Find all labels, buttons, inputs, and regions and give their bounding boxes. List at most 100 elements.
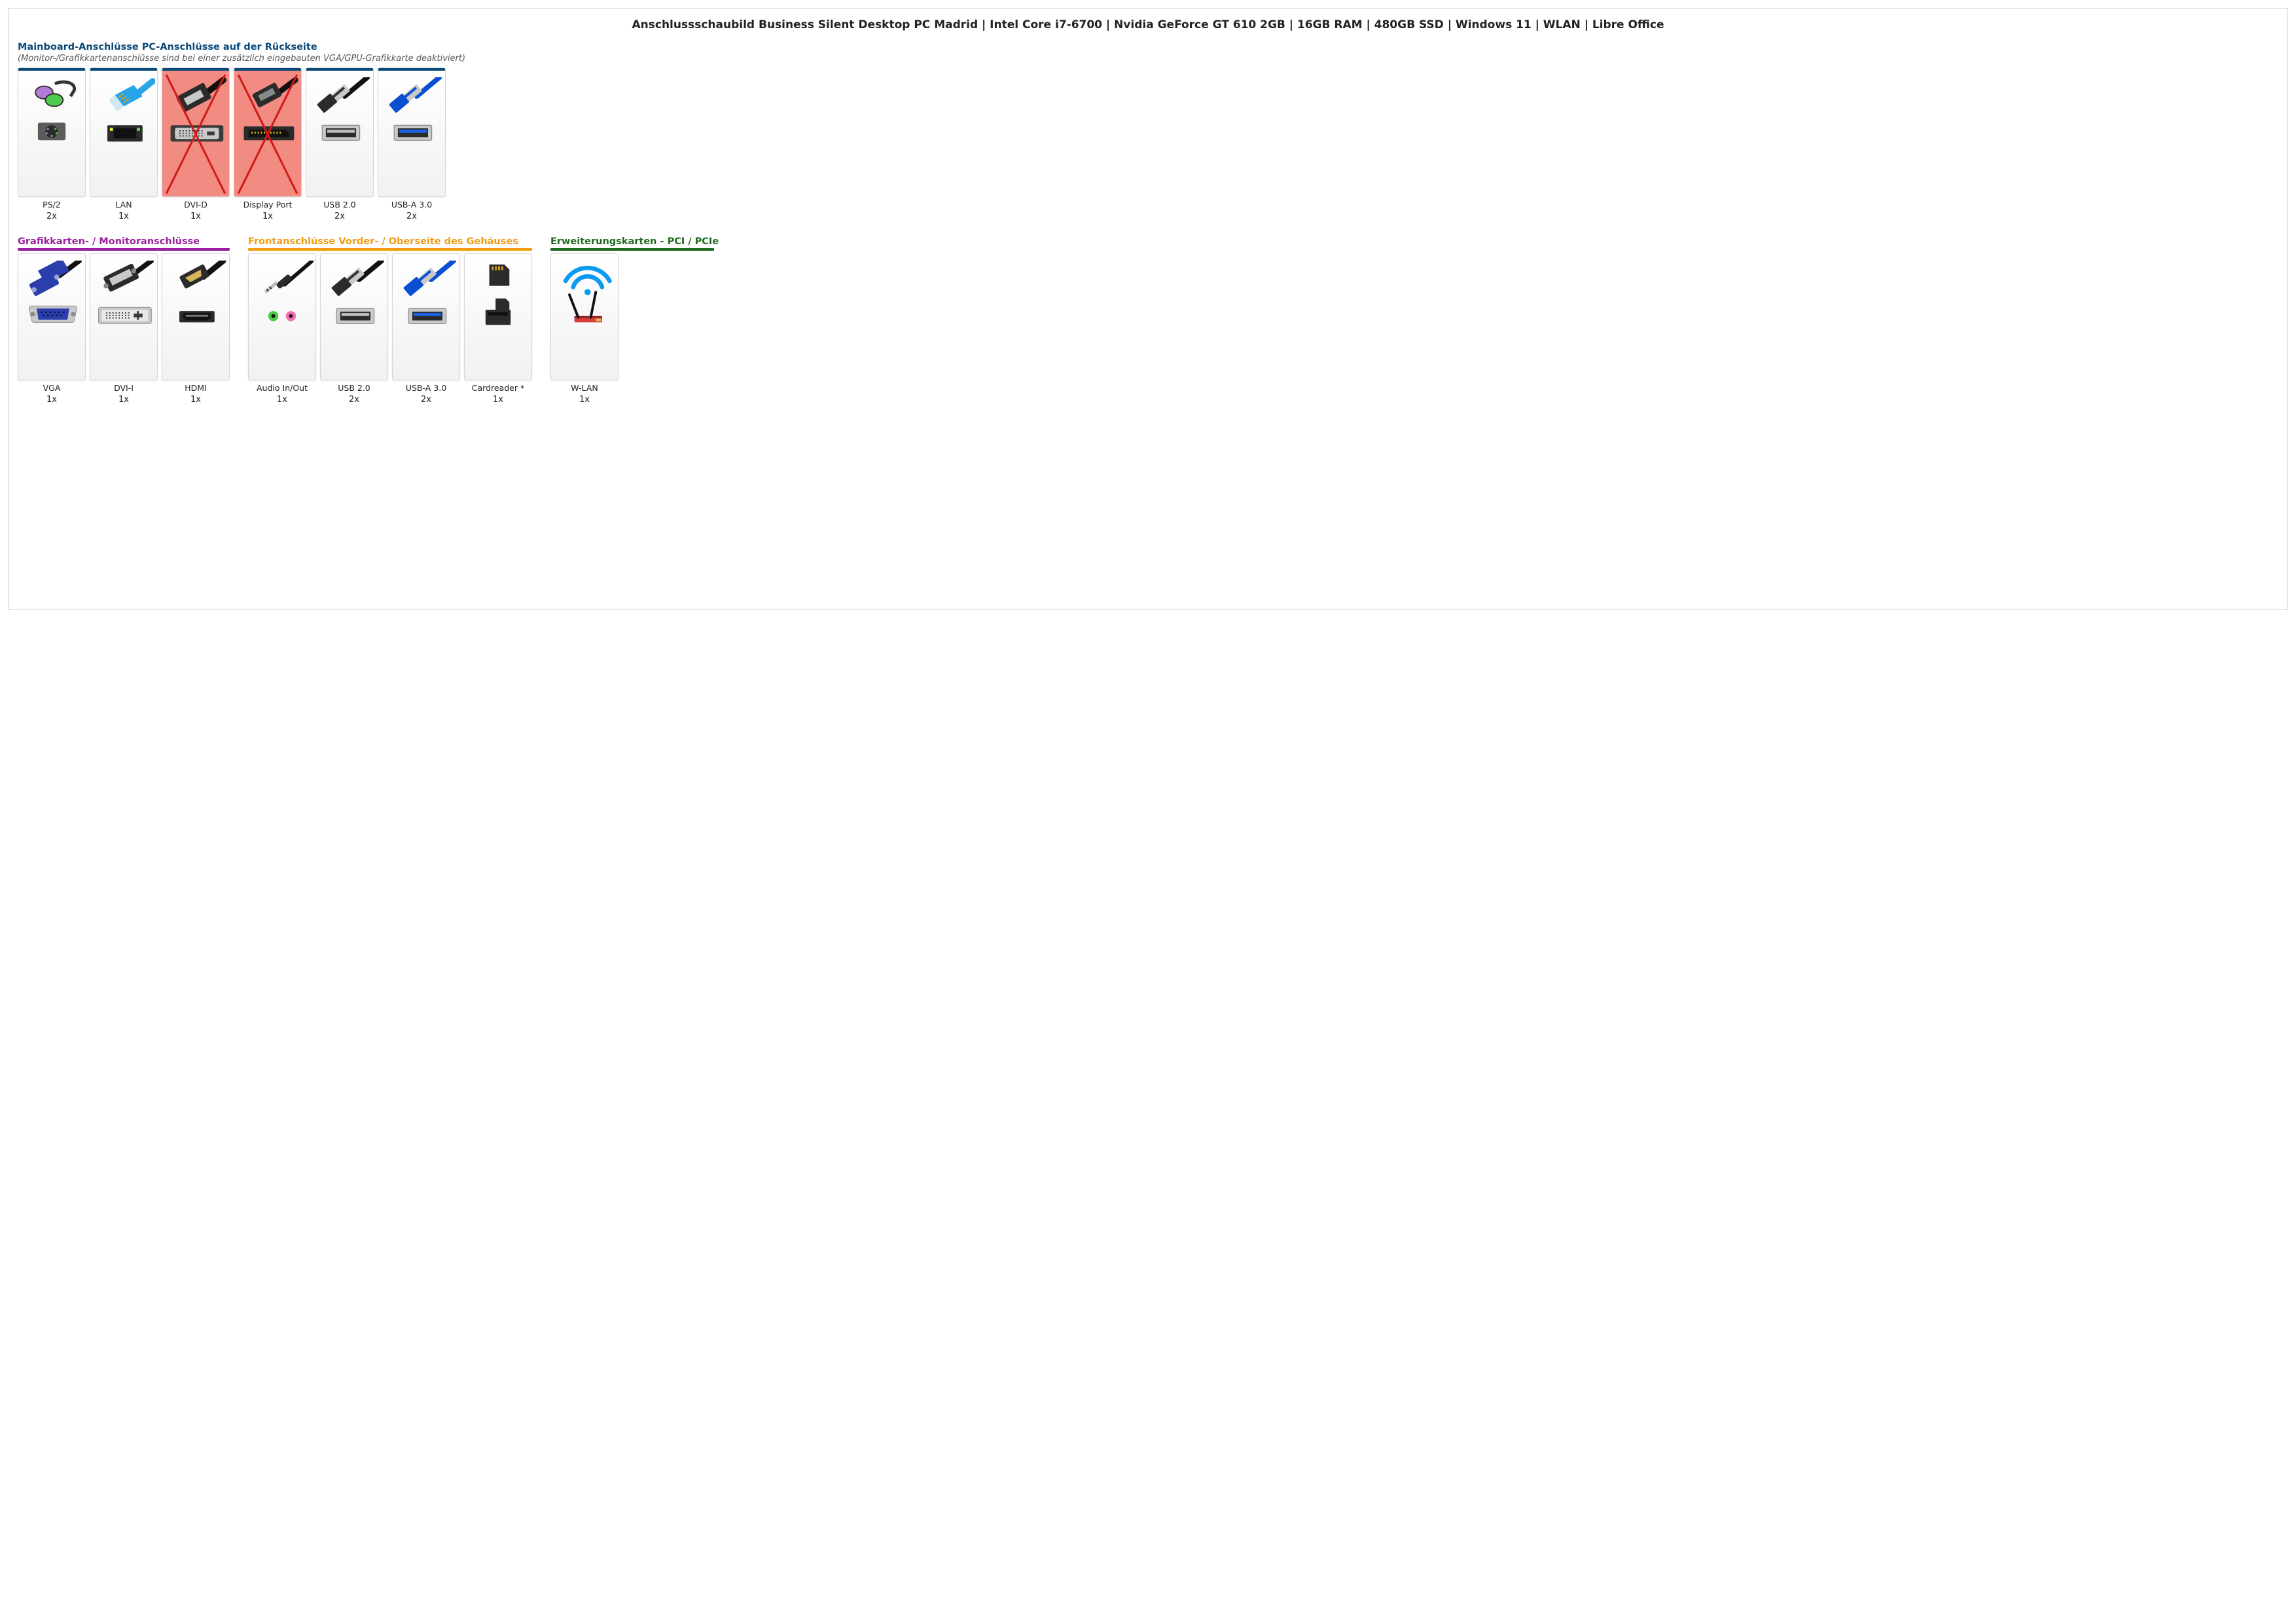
port-card: PS/22x <box>18 67 86 222</box>
ps2-icon <box>20 77 83 149</box>
section-front: Frontanschlüsse Vorder- / Oberseite des … <box>248 234 532 405</box>
port-card-box <box>464 253 532 380</box>
port-card-box <box>162 67 230 197</box>
port-count: 1x <box>162 211 230 223</box>
port-card-box <box>162 253 230 380</box>
port-caption: DVI-I1x <box>90 383 158 405</box>
port-label: PS/2 <box>43 200 61 210</box>
port-card-box <box>90 253 158 380</box>
port-label: VGA <box>43 383 61 393</box>
cards-pcie: W-LAN1x <box>550 253 719 405</box>
port-card-box <box>550 253 619 380</box>
port-card: Cardreader *1x <box>464 253 532 405</box>
port-caption: USB-A 3.02x <box>392 383 460 405</box>
port-count: 2x <box>306 211 374 223</box>
port-label: USB 2.0 <box>338 383 370 393</box>
card-icon <box>467 261 529 333</box>
usb3-icon <box>380 77 443 149</box>
audio-icon <box>251 261 314 333</box>
card-body <box>321 254 387 380</box>
port-count: 1x <box>18 394 86 406</box>
port-label: W-LAN <box>571 383 598 393</box>
port-caption: USB 2.02x <box>306 200 374 222</box>
section-pcie: Erweiterungskarten - PCI / PCIe W-LAN1x <box>550 234 719 405</box>
cards-mainboard: PS/22xLAN1xDVI-D1xDisplay Port1xUSB 2.02… <box>18 67 2278 222</box>
port-count: 1x <box>162 394 230 406</box>
port-card: LAN1x <box>90 67 158 222</box>
port-count: 2x <box>378 211 446 223</box>
port-label: Display Port <box>243 200 293 210</box>
card-body <box>465 254 531 380</box>
card-body <box>90 71 157 196</box>
port-caption: USB 2.02x <box>320 383 388 405</box>
port-card-box <box>392 253 460 380</box>
port-card: W-LAN1x <box>550 253 619 405</box>
port-caption: Display Port1x <box>234 200 302 222</box>
hdmi-icon <box>164 261 227 333</box>
card-body <box>393 254 459 380</box>
port-card-box <box>248 253 316 380</box>
section-pcie-title: Erweiterungskarten - PCI / PCIe <box>550 236 719 247</box>
card-body <box>90 254 157 380</box>
card-body <box>249 254 315 380</box>
card-body <box>162 254 229 380</box>
port-card-box <box>18 67 86 197</box>
port-card-box <box>234 67 302 197</box>
card-body <box>234 71 301 196</box>
port-label: Cardreader * <box>472 383 524 393</box>
port-card-box <box>90 67 158 197</box>
section-front-title: Frontanschlüsse Vorder- / Oberseite des … <box>248 236 532 247</box>
port-count: 1x <box>464 394 532 406</box>
dp-icon <box>236 77 299 149</box>
dvid-icon <box>164 77 227 149</box>
port-caption: PS/22x <box>18 200 86 222</box>
card-body <box>378 71 445 196</box>
lan-icon <box>92 77 155 149</box>
vga-icon <box>20 261 83 333</box>
row-sections: Grafikkarten- / Monitoranschlüsse VGA1xD… <box>18 234 2278 405</box>
port-card-box <box>378 67 446 197</box>
port-count: 1x <box>248 394 316 406</box>
port-caption: DVI-D1x <box>162 200 230 222</box>
port-label: DVI-D <box>184 200 207 210</box>
page-frame: Anschlussschaubild Business Silent Deskt… <box>8 8 2288 610</box>
port-count: 1x <box>550 394 619 406</box>
port-card: Display Port1x <box>234 67 302 222</box>
port-count: 1x <box>90 394 158 406</box>
port-card: VGA1x <box>18 253 86 405</box>
port-caption: VGA1x <box>18 383 86 405</box>
port-card: USB 2.02x <box>306 67 374 222</box>
usb3-icon <box>395 261 457 333</box>
section-gpu-title: Grafikkarten- / Monitoranschlüsse <box>18 236 230 247</box>
port-card: HDMI1x <box>162 253 230 405</box>
section-mainboard: Mainboard-Anschlüsse PC-Anschlüsse auf d… <box>18 42 2278 222</box>
card-body <box>18 254 85 380</box>
port-count: 2x <box>18 211 86 223</box>
port-count: 2x <box>320 394 388 406</box>
port-card: Audio In/Out1x <box>248 253 316 405</box>
page-title: Anschlussschaubild Business Silent Deskt… <box>18 18 2278 33</box>
port-label: USB-A 3.0 <box>406 383 446 393</box>
port-count: 1x <box>90 211 158 223</box>
port-card: USB-A 3.02x <box>392 253 460 405</box>
card-body <box>162 71 229 196</box>
usb2-icon <box>308 77 371 149</box>
usb2-icon <box>323 261 386 333</box>
port-caption: HDMI1x <box>162 383 230 405</box>
port-card: DVI-D1x <box>162 67 230 222</box>
port-caption: W-LAN1x <box>550 383 619 405</box>
port-card: USB-A 3.02x <box>378 67 446 222</box>
port-label: DVI-I <box>114 383 134 393</box>
cards-front: Audio In/Out1xUSB 2.02xUSB-A 3.02xCardre… <box>248 253 532 405</box>
port-card: DVI-I1x <box>90 253 158 405</box>
port-label: LAN <box>115 200 132 210</box>
port-count: 2x <box>392 394 460 406</box>
port-card-box <box>18 253 86 380</box>
cards-gpu: VGA1xDVI-I1xHDMI1x <box>18 253 230 405</box>
section-mainboard-subtitle: (Monitor-/Grafikkartenanschlüsse sind be… <box>18 54 2278 64</box>
port-label: USB 2.0 <box>323 200 356 210</box>
port-caption: LAN1x <box>90 200 158 222</box>
port-card: USB 2.02x <box>320 253 388 405</box>
port-count: 1x <box>234 211 302 223</box>
port-card-box <box>320 253 388 380</box>
